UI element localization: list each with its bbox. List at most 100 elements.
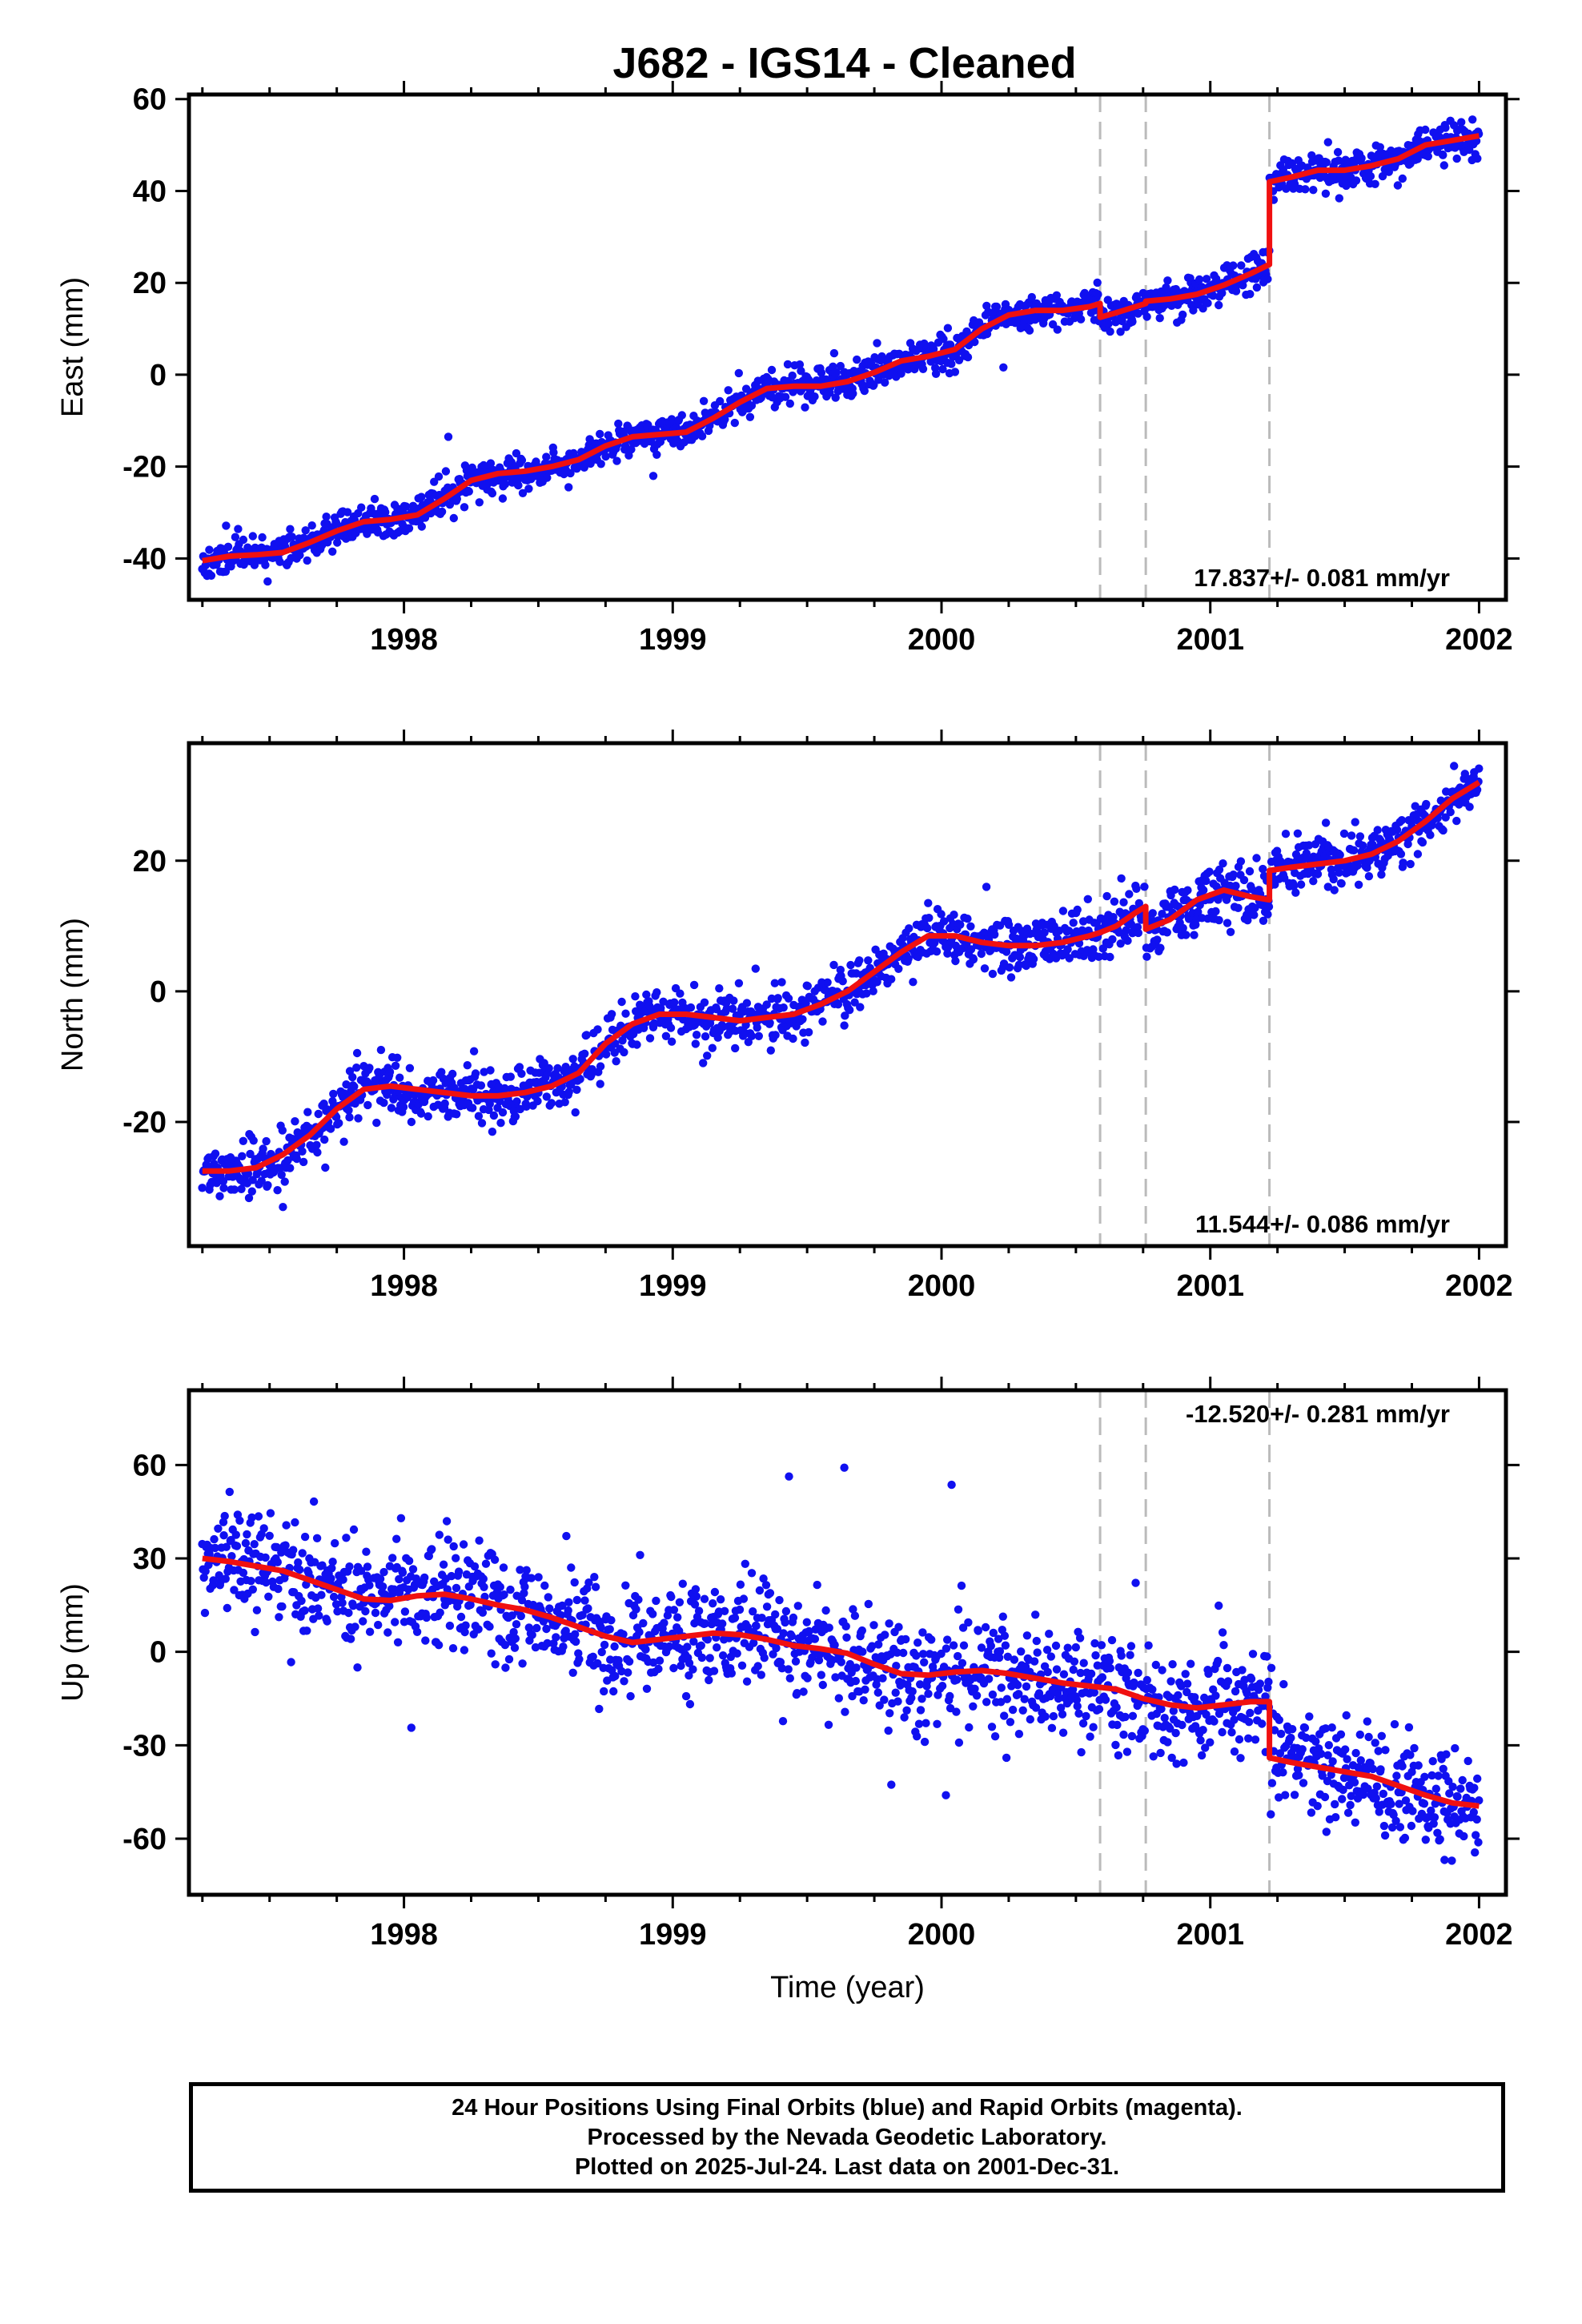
data-point xyxy=(737,1661,747,1670)
data-point xyxy=(957,1581,966,1590)
data-point xyxy=(722,1004,731,1013)
data-point xyxy=(742,1677,752,1686)
data-point xyxy=(1014,1730,1024,1739)
data-point xyxy=(825,1623,833,1632)
data-point xyxy=(596,460,605,468)
data-point xyxy=(387,1104,396,1112)
data-point xyxy=(1447,1856,1456,1865)
data-point xyxy=(683,1642,692,1651)
data-point xyxy=(1427,1771,1436,1780)
data-point xyxy=(716,396,725,406)
data-point xyxy=(291,1117,299,1126)
data-point xyxy=(1327,1771,1335,1779)
data-point xyxy=(755,1586,765,1595)
data-point xyxy=(1353,861,1362,870)
data-point xyxy=(298,1147,307,1156)
data-point xyxy=(686,1003,696,1012)
data-point xyxy=(234,525,243,533)
data-point xyxy=(1379,1821,1389,1831)
data-point xyxy=(1123,1668,1133,1677)
data-point xyxy=(609,1687,618,1696)
data-point xyxy=(1218,1628,1227,1637)
data-point xyxy=(1434,1771,1443,1780)
data-point xyxy=(831,393,840,402)
data-point xyxy=(435,1530,444,1539)
data-point xyxy=(1178,923,1187,933)
data-point xyxy=(1234,903,1243,913)
data-point xyxy=(1313,870,1323,879)
data-point xyxy=(287,1658,295,1667)
data-point xyxy=(318,1561,327,1570)
data-point xyxy=(685,1659,694,1667)
data-point xyxy=(567,1080,576,1089)
x-tick-label: 1998 xyxy=(370,623,438,657)
data-point xyxy=(951,956,960,966)
data-point xyxy=(199,1573,208,1582)
data-point xyxy=(934,1691,942,1699)
data-point xyxy=(1063,945,1072,954)
data-point xyxy=(757,1671,765,1679)
data-point xyxy=(528,1630,536,1639)
data-point xyxy=(549,1639,558,1648)
data-point xyxy=(310,1558,319,1566)
data-point xyxy=(607,1616,616,1625)
data-point xyxy=(904,954,913,963)
data-point xyxy=(1410,1743,1419,1753)
data-point xyxy=(1046,1652,1056,1661)
data-point xyxy=(781,1606,791,1616)
data-point xyxy=(785,1472,793,1481)
data-point xyxy=(464,487,473,496)
data-point xyxy=(344,1608,353,1618)
data-point xyxy=(859,1696,868,1705)
data-point xyxy=(893,1697,902,1706)
data-point xyxy=(1134,1668,1142,1678)
data-point xyxy=(938,364,947,374)
data-point xyxy=(728,1004,737,1013)
data-point xyxy=(499,1563,508,1572)
data-point xyxy=(893,1648,901,1657)
data-point xyxy=(516,1566,524,1574)
data-point xyxy=(897,369,905,378)
data-point xyxy=(1301,185,1310,194)
data-point xyxy=(257,1176,266,1185)
data-point xyxy=(1401,1796,1411,1805)
data-point xyxy=(1077,1747,1086,1757)
data-point xyxy=(379,1098,388,1108)
data-point xyxy=(540,1581,549,1590)
data-point xyxy=(1347,831,1356,840)
data-point xyxy=(1119,898,1128,907)
model-line-east xyxy=(202,133,1480,564)
data-point xyxy=(542,1092,551,1101)
data-point xyxy=(1223,1663,1232,1673)
data-point xyxy=(1068,1685,1078,1694)
data-point xyxy=(569,448,578,458)
data-point xyxy=(198,1184,207,1192)
data-point xyxy=(703,1635,712,1644)
data-point xyxy=(1210,1717,1219,1726)
data-point xyxy=(677,411,686,420)
data-point xyxy=(275,1613,283,1622)
data-point xyxy=(862,989,871,998)
data-point xyxy=(709,1667,719,1675)
data-point xyxy=(787,1631,797,1641)
data-point xyxy=(954,1738,964,1747)
data-point xyxy=(777,1664,786,1673)
data-point xyxy=(439,1560,448,1569)
data-point xyxy=(1421,125,1430,135)
data-point xyxy=(982,1698,991,1707)
data-point xyxy=(244,1193,254,1203)
data-point xyxy=(715,984,724,993)
data-point xyxy=(1128,317,1137,326)
data-point xyxy=(823,978,832,987)
data-point xyxy=(1343,1755,1351,1763)
data-point xyxy=(632,1605,640,1614)
data-point xyxy=(560,1098,569,1107)
data-point xyxy=(294,1558,303,1567)
data-point xyxy=(691,1585,701,1594)
data-point xyxy=(887,1780,896,1789)
data-point xyxy=(590,1573,599,1582)
data-point xyxy=(264,1592,273,1602)
data-point xyxy=(237,1184,246,1194)
data-point xyxy=(1110,897,1119,907)
data-point xyxy=(988,969,998,979)
